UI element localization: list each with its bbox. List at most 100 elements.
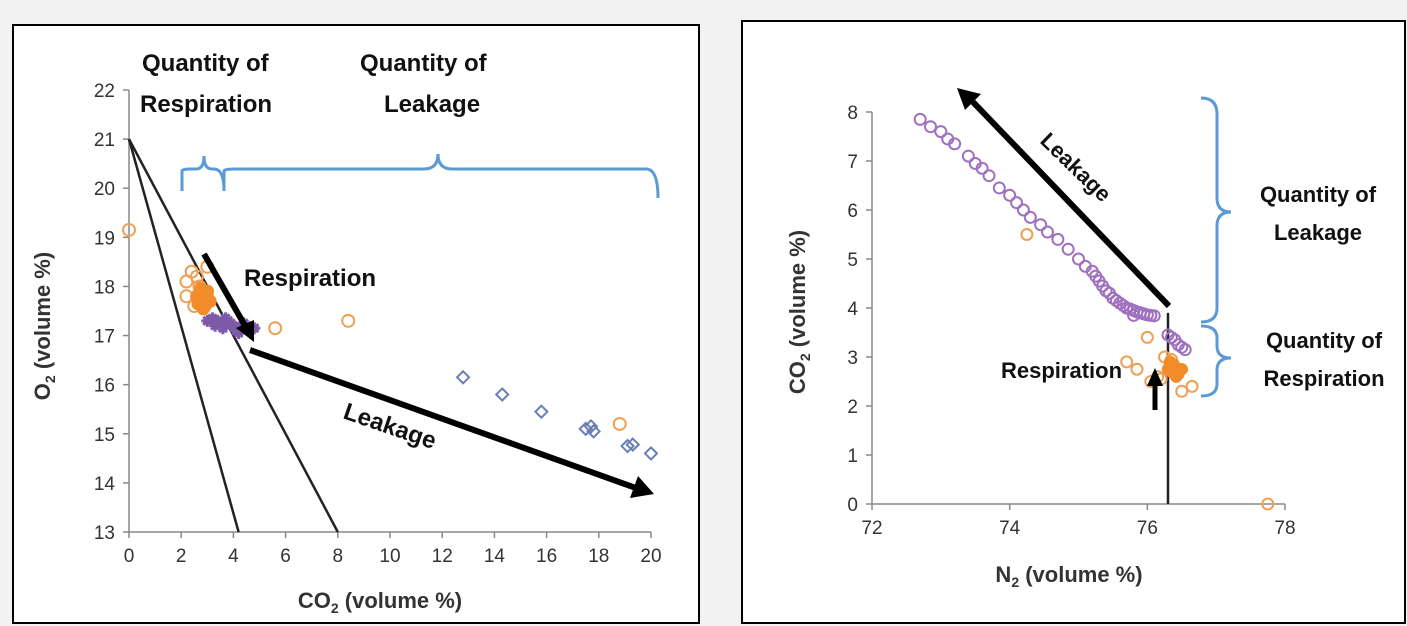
y-tick-label: 8 bbox=[847, 103, 858, 124]
respiration-label: Respiration bbox=[1001, 358, 1122, 383]
data-point bbox=[1010, 196, 1024, 210]
reference-line bbox=[127, 138, 339, 533]
x-tick-label: 74 bbox=[999, 518, 1021, 539]
y-tick-label: 19 bbox=[94, 228, 115, 249]
data-point bbox=[583, 418, 599, 434]
data-point bbox=[219, 312, 232, 325]
data-point bbox=[1127, 308, 1141, 322]
left-chart-svg: 0 2 4 6 8 10 12 14 16 18 20 13 14 15 16 17 18 19 20 21 22 Qu… bbox=[30, 50, 662, 616]
data-point bbox=[1175, 384, 1189, 398]
quantity-respiration-label-1: Quantity of bbox=[1266, 328, 1383, 353]
data-point bbox=[1016, 203, 1030, 217]
data-point bbox=[1261, 497, 1275, 511]
data-point bbox=[1020, 228, 1034, 241]
data-point bbox=[122, 222, 136, 237]
data-point bbox=[1120, 355, 1134, 369]
x-tick-label: 8 bbox=[333, 546, 344, 567]
data-point bbox=[1130, 362, 1144, 376]
data-point bbox=[216, 322, 229, 335]
data-point bbox=[643, 446, 659, 461]
x-tick-label: 2 bbox=[176, 546, 187, 567]
x-tick-label: 0 bbox=[124, 546, 135, 567]
data-point bbox=[625, 437, 641, 452]
x-tick-label: 76 bbox=[1137, 518, 1158, 539]
y-tick-label: 7 bbox=[847, 152, 858, 173]
data-point bbox=[924, 120, 938, 134]
data-point bbox=[1120, 301, 1134, 315]
data-point bbox=[913, 112, 927, 126]
quantity-respiration-label-2: Respiration bbox=[140, 91, 272, 118]
quantity-respiration-label-2: Respiration bbox=[1263, 366, 1384, 391]
data-point bbox=[961, 149, 975, 163]
data-point bbox=[1133, 306, 1147, 320]
data-point bbox=[494, 387, 510, 402]
y-axis-title: CO2 (volume %) bbox=[785, 230, 813, 394]
x-tick-label: 14 bbox=[484, 546, 506, 567]
x-tick-label: 78 bbox=[1274, 518, 1295, 539]
y-tick-label: 15 bbox=[94, 425, 115, 446]
right-chart-panel: 72 74 76 78 0 1 2 3 4 5 6 7 8 Leakage Respiration Qu… bbox=[741, 20, 1406, 624]
data-point bbox=[1061, 242, 1075, 256]
y-tick-label: 17 bbox=[94, 327, 115, 348]
data-point bbox=[206, 312, 219, 325]
leakage-arrowhead bbox=[957, 88, 981, 110]
y-axis-title: O2 (volume %) bbox=[30, 252, 58, 400]
data-point bbox=[578, 421, 594, 437]
x-tick-label: 72 bbox=[861, 518, 882, 539]
data-point bbox=[209, 319, 222, 332]
bracket-respiration bbox=[180, 155, 226, 192]
leakage-label: Leakage bbox=[1036, 128, 1117, 207]
y-tick-label: 0 bbox=[847, 495, 858, 516]
x-tick-label: 16 bbox=[536, 546, 557, 567]
x-tick-label: 18 bbox=[588, 546, 609, 567]
x-axis-title: N2 (volume %) bbox=[995, 562, 1142, 590]
leakage-label: Leakage bbox=[340, 398, 440, 455]
y-tick-label: 16 bbox=[94, 376, 115, 397]
y-tick-label: 1 bbox=[847, 446, 858, 467]
data-point bbox=[1041, 225, 1055, 239]
y-tick-label: 18 bbox=[94, 277, 115, 298]
leakage-arrow bbox=[970, 99, 1172, 309]
data-point bbox=[1178, 343, 1192, 357]
data-point bbox=[620, 438, 635, 454]
respiration-arrowhead bbox=[236, 320, 254, 342]
y-tick-label: 6 bbox=[847, 201, 858, 222]
data-point bbox=[211, 314, 224, 327]
bracket-leakage bbox=[222, 153, 660, 199]
data-point bbox=[934, 125, 948, 139]
data-point bbox=[1003, 188, 1017, 202]
y-tick-label: 20 bbox=[94, 179, 115, 200]
quantity-leakage-label-2: Leakage bbox=[384, 91, 480, 118]
x-tick-label: 12 bbox=[432, 546, 453, 567]
data-point bbox=[948, 137, 962, 151]
data-point bbox=[455, 369, 471, 385]
quantity-leakage-label-1: Quantity of bbox=[1260, 182, 1377, 207]
data-point bbox=[586, 423, 601, 439]
y-tick-label: 14 bbox=[94, 474, 116, 495]
x-tick-label: 6 bbox=[280, 546, 291, 567]
data-point bbox=[1185, 379, 1199, 393]
data-point bbox=[1163, 355, 1177, 369]
data-point bbox=[1140, 330, 1154, 344]
leakage-arrowhead bbox=[630, 476, 654, 498]
data-point bbox=[341, 313, 356, 328]
respiration-label: Respiration bbox=[244, 265, 376, 292]
data-point bbox=[982, 169, 996, 183]
respiration-arrow bbox=[201, 252, 251, 333]
data-point bbox=[533, 404, 549, 420]
y-tick-label: 3 bbox=[847, 348, 858, 369]
data-point bbox=[1034, 218, 1048, 232]
y-tick-label: 5 bbox=[847, 250, 858, 271]
data-point bbox=[200, 284, 215, 299]
quantity-leakage-label-1: Quantity of bbox=[360, 50, 488, 77]
leakage-arrow bbox=[248, 347, 638, 491]
data-point bbox=[1051, 232, 1065, 246]
bracket-respiration bbox=[1200, 324, 1232, 398]
data-point bbox=[201, 314, 214, 327]
x-tick-label: 4 bbox=[228, 546, 239, 567]
respiration-arrowhead bbox=[1147, 368, 1163, 386]
data-point bbox=[612, 416, 627, 431]
data-point bbox=[189, 269, 204, 284]
data-point bbox=[1147, 309, 1161, 323]
